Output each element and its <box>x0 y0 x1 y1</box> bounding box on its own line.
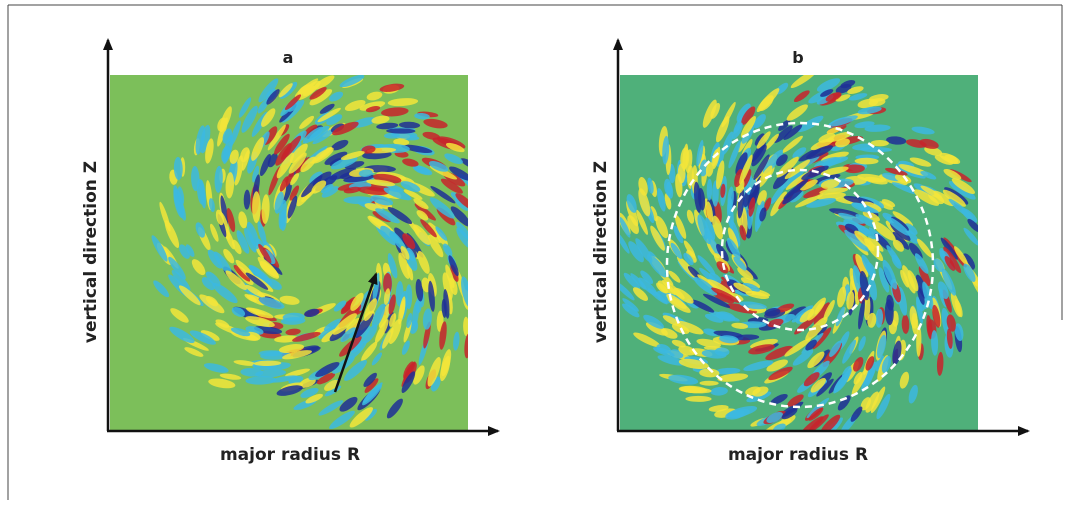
eddy <box>473 248 493 279</box>
eddy <box>479 231 493 247</box>
x-axis-label: major radius R <box>728 445 868 465</box>
eddy <box>476 197 501 222</box>
eddy <box>467 288 476 306</box>
eddy <box>473 216 498 245</box>
eddy <box>478 269 489 286</box>
x-axis-label: major radius R <box>220 445 360 465</box>
eddy <box>474 271 489 301</box>
eddy <box>464 180 492 204</box>
y-axis-label: vertical direction Z <box>591 161 611 343</box>
eddy <box>473 227 488 244</box>
eddy <box>467 193 482 207</box>
y-axis-label: vertical direction Z <box>81 161 101 343</box>
eddy <box>465 203 488 227</box>
eddy <box>476 219 494 238</box>
panel-label: b <box>792 48 803 67</box>
panel-label: a <box>283 48 294 67</box>
eddy <box>488 240 503 260</box>
figure: a major radius R vertical direction Z b … <box>0 0 1070 506</box>
eddy <box>469 257 486 285</box>
eddy <box>491 242 511 271</box>
